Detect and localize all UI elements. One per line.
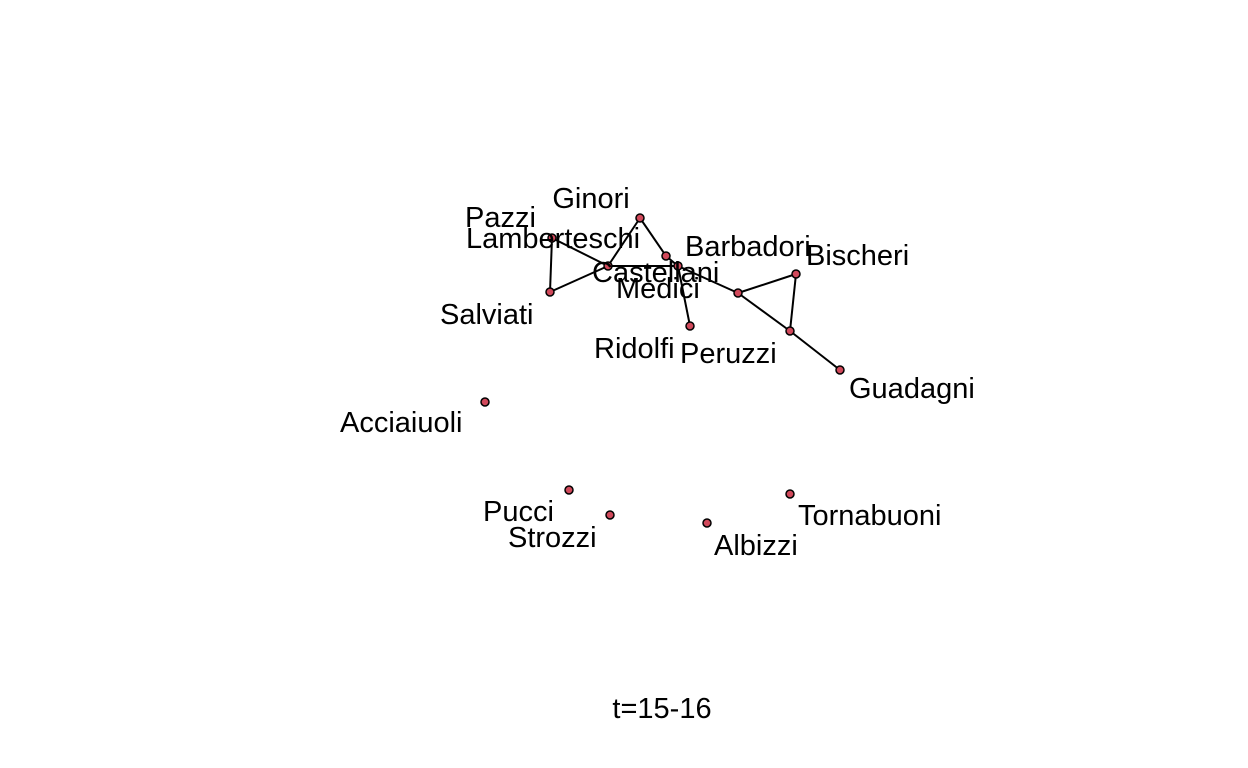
edge-salviati-castellani [549,265,609,293]
edge-peruzzi-node-guadagni [789,330,841,371]
node-ridolfi [685,321,695,331]
node-salviati [545,287,555,297]
label-ginori: Ginori [552,183,629,215]
node-castellani [603,261,613,271]
label-layer: Ginori PazziLamberteschiCastellaniBarbado… [340,183,975,562]
label-strozzi: Strozzi [508,522,597,554]
label-barbadori: Barbadori [685,231,811,263]
edge-medici-ridolfi [677,265,691,327]
label-guadagni: Guadagni [849,373,975,405]
edge-ginori-barbadori [639,217,667,257]
label-lamberteschi: Lamberteschi [466,223,640,255]
node-tornabuoni [785,489,795,499]
label-pazzi: Pazzi [465,202,536,234]
node-peruzzi-lower [785,326,795,336]
node-barbadori [661,251,671,261]
edge-lamberteschi-salviati [549,237,553,293]
label-pucci: Pucci [483,496,554,528]
label-tornabuoni: Tornabuoni [798,500,942,532]
node-acciaiuoli [480,397,490,407]
node-albizzi [702,518,712,528]
label-castellani: Castellani [592,257,719,289]
node-pucci [564,485,574,495]
node-peruzzi [733,288,743,298]
label-peruzzi: Peruzzi [680,338,777,370]
label-acciaiuoli: Acciaiuoli [340,407,463,439]
time-caption: t=15-16 [612,693,711,725]
edge-peruzzi-guadagni [737,292,791,332]
node-medici [673,261,683,271]
node-bischeri [791,269,801,279]
node-guadagni [835,365,845,375]
edge-layer [549,217,841,371]
edge-peruzzi-bischeri [737,273,797,294]
label-medici: Medici [616,273,700,305]
edge-lamberteschi-castellani [551,237,609,267]
label-ridolfi: Ridolfi [594,333,675,365]
node-layer [480,213,845,528]
node-ginori [635,213,645,223]
node-lamberteschi [547,233,557,243]
edge-medici-peruzzi [677,265,739,294]
node-strozzi [605,510,615,520]
label-albizzi: Albizzi [714,530,798,562]
label-bischeri: Bischeri [806,240,909,272]
label-salviati: Salviati [440,299,534,331]
edge-bischeri-guadagni [789,273,797,332]
edge-castellani-ginori [607,217,641,267]
